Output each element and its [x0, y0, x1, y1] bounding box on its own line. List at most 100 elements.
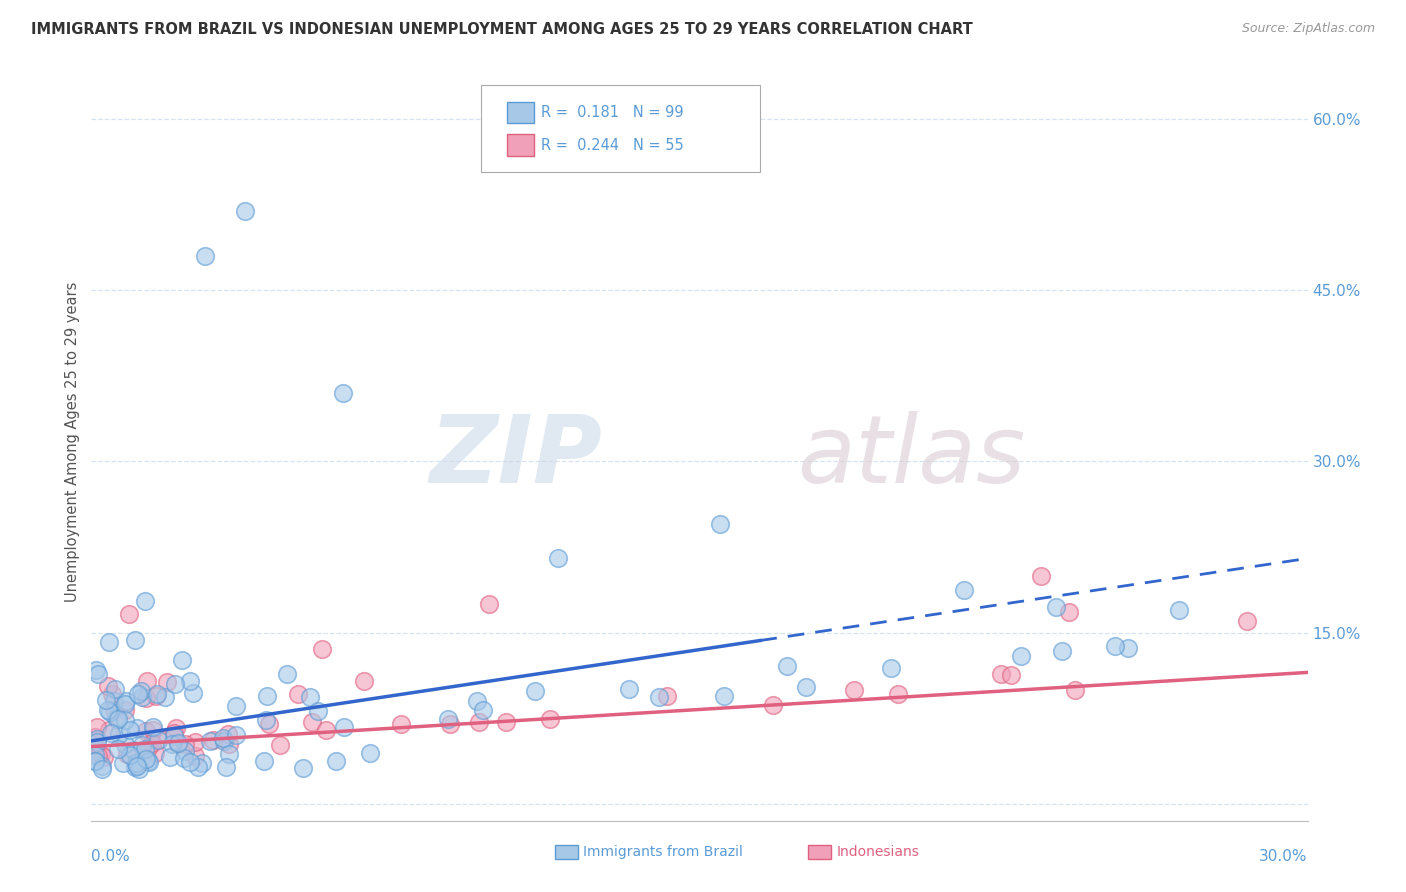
- Point: [136, 754, 159, 768]
- Text: 0.0%: 0.0%: [91, 849, 131, 864]
- Point: [311, 642, 333, 657]
- Point: [1104, 639, 1126, 653]
- Point: [84, 754, 107, 768]
- Point: [1236, 614, 1258, 628]
- Point: [97, 703, 120, 717]
- Point: [135, 752, 157, 766]
- Point: [145, 689, 167, 703]
- Point: [86, 720, 108, 734]
- Point: [94, 693, 117, 707]
- Point: [112, 756, 135, 770]
- Point: [86, 663, 108, 677]
- Text: R =  0.181   N = 99: R = 0.181 N = 99: [541, 105, 683, 120]
- Point: [97, 634, 120, 648]
- Point: [93, 749, 115, 764]
- Point: [256, 689, 278, 703]
- Point: [179, 673, 201, 688]
- Point: [437, 712, 460, 726]
- Point: [225, 699, 247, 714]
- Point: [880, 661, 903, 675]
- Point: [107, 713, 129, 727]
- Point: [114, 713, 136, 727]
- Point: [471, 703, 494, 717]
- Point: [131, 690, 153, 704]
- Point: [129, 683, 152, 698]
- Point: [127, 687, 149, 701]
- Point: [103, 694, 125, 708]
- Point: [90, 759, 112, 773]
- Point: [194, 249, 217, 263]
- Point: [148, 732, 170, 747]
- Point: [495, 714, 517, 729]
- Point: [114, 703, 136, 717]
- Point: [287, 687, 309, 701]
- FancyBboxPatch shape: [481, 85, 761, 172]
- Point: [153, 690, 176, 704]
- Point: [107, 742, 129, 756]
- Point: [143, 746, 166, 760]
- Point: [187, 760, 209, 774]
- Point: [325, 754, 347, 768]
- Point: [225, 728, 247, 742]
- Point: [253, 754, 276, 768]
- Point: [1167, 603, 1189, 617]
- Point: [136, 740, 159, 755]
- Point: [952, 583, 974, 598]
- Point: [84, 730, 107, 744]
- Point: [235, 203, 257, 218]
- Bar: [808, 845, 831, 859]
- Point: [97, 679, 120, 693]
- Point: [87, 749, 110, 764]
- Bar: [555, 845, 578, 859]
- Point: [776, 659, 799, 673]
- Point: [844, 682, 866, 697]
- Point: [84, 754, 107, 768]
- Point: [97, 723, 120, 737]
- Point: [120, 723, 142, 738]
- Point: [156, 674, 179, 689]
- Point: [1029, 568, 1052, 582]
- Point: [538, 712, 561, 726]
- Y-axis label: Unemployment Among Ages 25 to 29 years: Unemployment Among Ages 25 to 29 years: [65, 281, 80, 602]
- Bar: [508, 102, 534, 123]
- Point: [174, 737, 197, 751]
- Point: [104, 681, 127, 696]
- Point: [1057, 605, 1080, 619]
- Text: R =  0.244   N = 55: R = 0.244 N = 55: [541, 137, 685, 153]
- Point: [135, 690, 157, 705]
- Point: [655, 689, 678, 703]
- Point: [1050, 644, 1073, 658]
- Point: [170, 653, 193, 667]
- Text: Indonesians: Indonesians: [837, 845, 920, 859]
- Point: [1000, 667, 1022, 681]
- Point: [547, 551, 569, 566]
- Point: [148, 732, 170, 747]
- Point: [146, 687, 169, 701]
- Point: [165, 677, 187, 691]
- Point: [478, 597, 501, 611]
- Point: [141, 735, 163, 749]
- Point: [84, 747, 107, 762]
- Point: [794, 680, 817, 694]
- Point: [142, 723, 165, 737]
- Point: [159, 750, 181, 764]
- Point: [218, 747, 240, 762]
- Text: atlas: atlas: [797, 411, 1025, 502]
- Point: [131, 738, 153, 752]
- Point: [124, 760, 146, 774]
- Point: [1010, 648, 1032, 663]
- Point: [165, 721, 187, 735]
- Point: [212, 731, 235, 746]
- Point: [389, 717, 412, 731]
- Point: [315, 723, 337, 737]
- Bar: [508, 135, 534, 156]
- Point: [86, 731, 108, 746]
- Point: [215, 760, 238, 774]
- Point: [333, 720, 356, 734]
- Text: Immigrants from Brazil: Immigrants from Brazil: [583, 845, 744, 859]
- Point: [115, 747, 138, 761]
- Text: 30.0%: 30.0%: [1260, 849, 1308, 864]
- Point: [200, 734, 222, 748]
- Point: [617, 681, 640, 696]
- Text: ZIP: ZIP: [429, 410, 602, 503]
